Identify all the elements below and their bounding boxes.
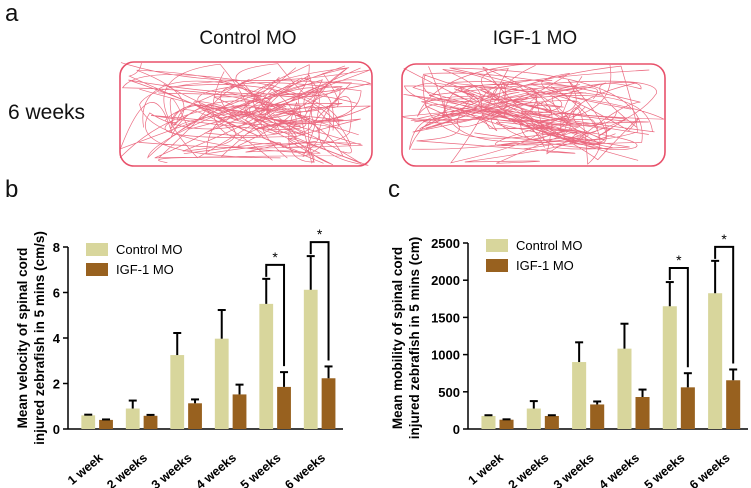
swim-path [401, 63, 665, 165]
bar-control-mo [572, 362, 587, 429]
legend-swatch [86, 263, 108, 276]
y-tick-label: 2000 [431, 273, 460, 288]
x-tick-label: 1 week [466, 451, 506, 488]
swim-path [119, 62, 372, 166]
bar-igf-1-mo [188, 403, 202, 429]
y-axis-label: injured zebrafish in 5 mins (cm) [407, 237, 422, 440]
x-tick-label: 6 weeks [282, 451, 328, 488]
bar-igf-1-mo [321, 378, 336, 429]
bar-igf-1-mo [544, 415, 559, 429]
bar-control-mo [259, 303, 274, 429]
bar-control-mo [708, 293, 723, 429]
legend-label: Control MO [116, 242, 182, 257]
y-tick-label: 0 [53, 422, 60, 437]
y-tick-label: 8 [53, 240, 60, 255]
bar-igf-1-mo [232, 394, 247, 429]
significance-bracket [265, 263, 286, 367]
bar-control-mo [214, 338, 229, 429]
y-tick-label: 4 [53, 331, 61, 346]
tank-outline [401, 63, 666, 167]
bar-control-mo [662, 306, 677, 429]
x-tick-label: 2 weeks [104, 451, 150, 488]
bar-control-mo [617, 348, 632, 429]
legend-swatch [486, 239, 508, 252]
bar-control-mo [81, 415, 96, 429]
x-tick-label: 3 weeks [551, 451, 597, 488]
significance-bracket [309, 241, 330, 361]
y-tick-label: 500 [438, 385, 460, 400]
bar-igf-1-mo [277, 386, 291, 429]
panel-letter-a: a [5, 0, 19, 27]
bar-igf-1-mo [590, 404, 605, 429]
chart-b: 0 2 4 6 8 Mean velocity of spinal cord injured… [15, 226, 343, 488]
y-axis-label: Mean mobility of spinal cord [390, 247, 405, 429]
significance-star: * [676, 252, 682, 268]
x-tick-label: 4 weeks [596, 451, 642, 488]
legend-swatch [486, 259, 508, 272]
x-tick-label: 5 weeks [642, 451, 688, 488]
y-axis-label: injured zebrafish in 5 mins (cm/s) [32, 231, 47, 445]
y-tick-label: 6 [53, 286, 60, 301]
significance-star: * [721, 231, 727, 247]
legend-label: IGF-1 MO [516, 258, 574, 273]
y-axis-label: Mean velocity of spinal cord [15, 248, 30, 429]
y-tick-label: 1000 [431, 348, 460, 363]
x-tick-label: 2 weeks [506, 451, 552, 488]
panel-letter-b: b [5, 176, 19, 203]
bar-igf-1-mo [635, 397, 650, 429]
bar-control-mo [526, 408, 541, 429]
bar-igf-1-mo [680, 387, 695, 429]
track-title-control: Control MO [199, 28, 297, 49]
y-tick-label: 2 [53, 377, 60, 392]
bar-igf-1-mo [726, 380, 741, 429]
significance-star: * [272, 249, 278, 265]
panel-letter-c: c [388, 176, 400, 203]
bar-control-mo [481, 415, 496, 429]
y-tick-label: 0 [453, 422, 460, 437]
legend-swatch [86, 243, 108, 256]
row-label: 6 weeks [8, 101, 86, 124]
x-tick-label: 4 weeks [193, 451, 239, 488]
track-box-0 [119, 61, 373, 167]
bar-control-mo [303, 289, 318, 429]
y-tick-label: 1500 [431, 310, 460, 325]
bar-igf-1-mo [143, 415, 158, 429]
track-box-1 [401, 63, 666, 167]
bar-igf-1-mo [99, 419, 113, 429]
significance-bracket [714, 245, 735, 364]
legend-label: Control MO [516, 238, 582, 253]
x-tick-label: 5 weeks [238, 451, 284, 488]
bar-control-mo [125, 408, 140, 429]
track-title-igf1: IGF-1 MO [492, 28, 578, 49]
x-tick-label: 1 week [65, 451, 105, 488]
bar-igf-1-mo [499, 419, 514, 429]
tank-outline [119, 61, 373, 167]
legend-label: IGF-1 MO [116, 262, 174, 277]
significance-star: * [317, 226, 323, 242]
chart-c: 0 500 1000 1500 2000 2500 Mean mobility of spi… [390, 231, 748, 488]
x-tick-label: 3 weeks [149, 451, 195, 488]
x-tick-label: 6 weeks [687, 451, 733, 488]
swim-tracks [119, 61, 666, 167]
significance-bracket [668, 267, 689, 368]
y-tick-label: 2500 [431, 236, 460, 251]
bar-control-mo [170, 355, 185, 429]
